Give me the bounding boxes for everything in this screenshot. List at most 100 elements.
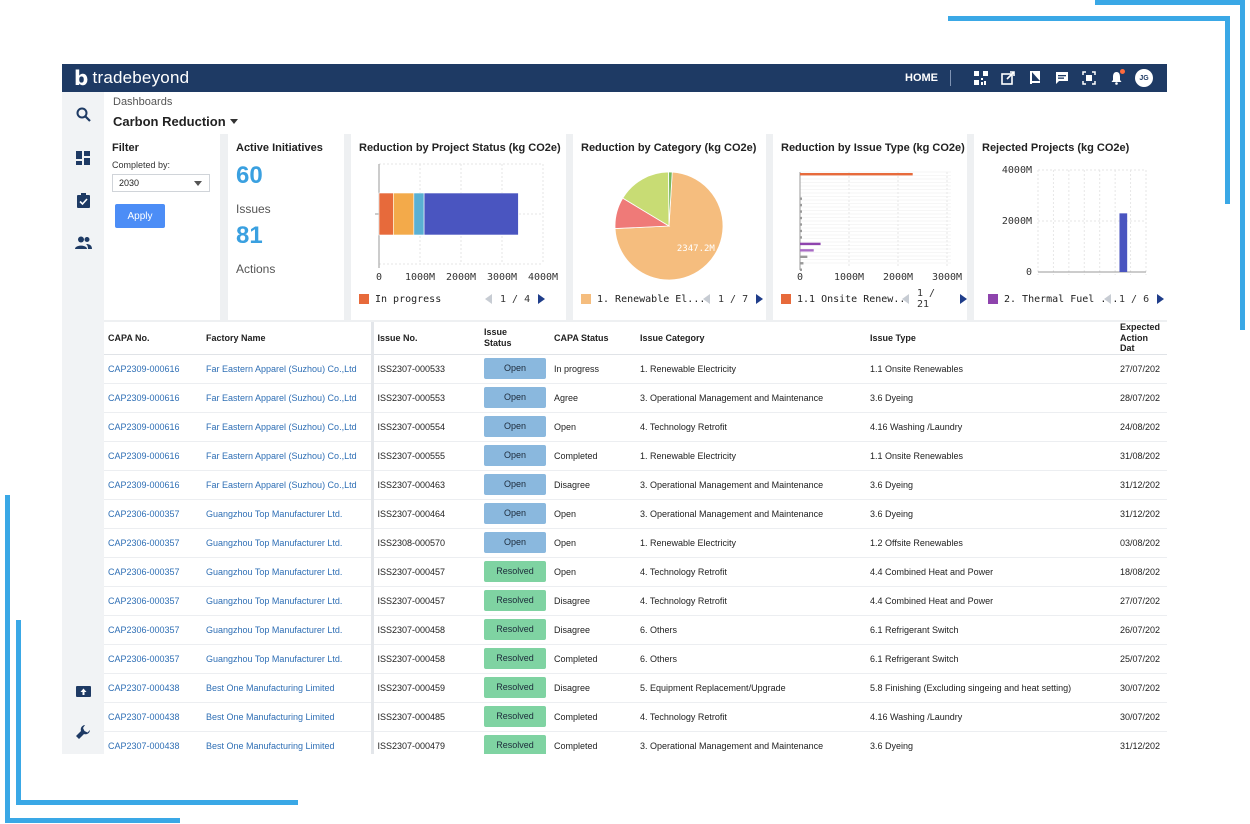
pie-slice[interactable] [668, 171, 673, 227]
chart-legend[interactable]: In progress [359, 292, 441, 306]
capa-no-link[interactable]: CAP2306-000357 [104, 615, 202, 645]
prev-page-icon[interactable] [902, 294, 909, 304]
bar[interactable] [800, 236, 802, 239]
next-page-icon[interactable] [756, 294, 764, 304]
bar-segment[interactable] [423, 192, 519, 236]
factory-link[interactable]: Far Eastern Apparel (Suzhou) Co.,Ltd [202, 470, 374, 500]
breadcrumb[interactable]: Dashboards [113, 96, 173, 108]
bell-icon[interactable] [1107, 69, 1125, 87]
table-row[interactable]: CAP2309-000616 Far Eastern Apparel (Suzho… [104, 354, 1167, 384]
bar[interactable] [800, 268, 802, 271]
factory-link[interactable]: Best One Manufacturing Limited [202, 702, 374, 732]
capa-no-link[interactable]: CAP2307-000438 [104, 702, 202, 732]
capa-no-link[interactable]: CAP2307-000438 [104, 673, 202, 703]
table-row[interactable]: CAP2306-000357 Guangzhou Top Manufacturer… [104, 557, 1167, 587]
capa-no-link[interactable]: CAP2306-000357 [104, 644, 202, 674]
next-page-icon[interactable] [960, 294, 967, 304]
bar[interactable] [800, 242, 821, 246]
dashboard-selector[interactable]: Carbon Reduction [113, 114, 238, 129]
wrench-icon[interactable] [73, 722, 93, 742]
prev-page-icon[interactable] [485, 294, 492, 304]
factory-link[interactable]: Guangzhou Top Manufacturer Ltd. [202, 557, 374, 587]
col-header-expected-date[interactable]: Expected Action Dat [1116, 322, 1167, 355]
bar[interactable] [800, 229, 802, 233]
bar[interactable] [800, 210, 802, 213]
factory-link[interactable]: Best One Manufacturing Limited [202, 673, 374, 703]
table-row[interactable]: CAP2306-000357 Guangzhou Top Manufacturer… [104, 644, 1167, 674]
capa-no-link[interactable]: CAP2309-000616 [104, 441, 202, 471]
factory-link[interactable]: Guangzhou Top Manufacturer Ltd. [202, 615, 374, 645]
bar[interactable] [800, 216, 802, 220]
apply-button[interactable]: Apply [115, 204, 165, 228]
factory-link[interactable]: Guangzhou Top Manufacturer Ltd. [202, 644, 374, 674]
factory-link[interactable]: Best One Manufacturing Limited [202, 731, 374, 754]
bar[interactable] [800, 249, 814, 252]
col-header-capa-status[interactable]: CAPA Status [550, 322, 636, 355]
table-row[interactable]: CAP2309-000616 Far Eastern Apparel (Suzho… [104, 470, 1167, 500]
factory-link[interactable]: Far Eastern Apparel (Suzhou) Co.,Ltd [202, 441, 374, 471]
bar[interactable] [800, 203, 802, 207]
external-link-icon[interactable] [999, 69, 1017, 87]
users-icon[interactable] [73, 232, 93, 252]
bar-segment[interactable] [413, 192, 425, 236]
table-row[interactable]: CAP2306-000357 Guangzhou Top Manufacturer… [104, 586, 1167, 616]
chart-legend[interactable]: 1.1 Onsite Renew... [781, 292, 911, 306]
table-row[interactable]: CAP2307-000438 Best One Manufacturing Lim… [104, 702, 1167, 732]
chat-icon[interactable] [1053, 69, 1071, 87]
capa-no-link[interactable]: CAP2309-000616 [104, 470, 202, 500]
capa-no-link[interactable]: CAP2309-000616 [104, 354, 202, 384]
prev-page-icon[interactable] [1104, 294, 1111, 304]
bar[interactable] [800, 255, 808, 259]
upload-icon[interactable] [73, 680, 93, 700]
col-header-issue-no[interactable]: Issue No. [372, 322, 480, 355]
brand-logo[interactable]: b tradebeyond [74, 68, 189, 88]
table-row[interactable]: CAP2309-000616 Far Eastern Apparel (Suzho… [104, 383, 1167, 413]
search-icon[interactable] [73, 104, 93, 124]
factory-link[interactable]: Guangzhou Top Manufacturer Ltd. [202, 528, 374, 558]
factory-link[interactable]: Guangzhou Top Manufacturer Ltd. [202, 499, 374, 529]
col-header-issue-type[interactable]: Issue Type [866, 322, 1116, 355]
table-row[interactable]: CAP2307-000438 Best One Manufacturing Lim… [104, 731, 1167, 754]
col-header-factory[interactable]: Factory Name [202, 322, 374, 355]
capa-no-link[interactable]: CAP2306-000357 [104, 586, 202, 616]
next-page-icon[interactable] [538, 294, 546, 304]
bar[interactable] [800, 173, 913, 176]
factory-link[interactable]: Far Eastern Apparel (Suzhou) Co.,Ltd [202, 412, 374, 442]
col-header-capa-no[interactable]: CAPA No. [104, 322, 202, 355]
table-row[interactable]: CAP2307-000438 Best One Manufacturing Lim… [104, 673, 1167, 703]
clipboard-check-icon[interactable] [73, 190, 93, 210]
bar[interactable] [800, 223, 802, 226]
factory-link[interactable]: Far Eastern Apparel (Suzhou) Co.,Ltd [202, 383, 374, 413]
bar-segment[interactable] [378, 192, 394, 236]
table-row[interactable]: CAP2309-000616 Far Eastern Apparel (Suzho… [104, 441, 1167, 471]
dashboard-icon[interactable] [73, 148, 93, 168]
capa-no-link[interactable]: CAP2309-000616 [104, 383, 202, 413]
scan-icon[interactable] [1080, 69, 1098, 87]
factory-link[interactable]: Guangzhou Top Manufacturer Ltd. [202, 586, 374, 616]
chart-legend[interactable]: 2. Thermal Fuel ... [988, 292, 1118, 306]
table-row[interactable]: CAP2306-000357 Guangzhou Top Manufacturer… [104, 499, 1167, 529]
prev-page-icon[interactable] [703, 294, 710, 304]
book-icon[interactable] [1026, 69, 1044, 87]
table-row[interactable]: CAP2306-000357 Guangzhou Top Manufacturer… [104, 528, 1167, 558]
qr-code-icon[interactable] [972, 69, 990, 87]
completed-by-select[interactable]: 2030 [112, 174, 210, 192]
next-page-icon[interactable] [1157, 294, 1165, 304]
pie-slice[interactable] [622, 171, 670, 227]
factory-link[interactable]: Far Eastern Apparel (Suzhou) Co.,Ltd [202, 354, 374, 384]
bar[interactable] [1119, 213, 1128, 272]
table-row[interactable]: CAP2309-000616 Far Eastern Apparel (Suzho… [104, 412, 1167, 442]
capa-no-link[interactable]: CAP2309-000616 [104, 412, 202, 442]
col-header-issue-status[interactable]: Issue Status [480, 322, 550, 355]
col-header-issue-category[interactable]: Issue Category [636, 322, 866, 355]
bar[interactable] [800, 262, 804, 265]
bar-segment[interactable] [393, 192, 415, 236]
capa-no-link[interactable]: CAP2307-000438 [104, 731, 202, 754]
table-row[interactable]: CAP2306-000357 Guangzhou Top Manufacturer… [104, 615, 1167, 645]
capa-no-link[interactable]: CAP2306-000357 [104, 499, 202, 529]
chart-legend[interactable]: 1. Renewable El... [581, 292, 705, 306]
user-avatar[interactable]: JG [1135, 69, 1153, 87]
bar[interactable] [800, 197, 802, 200]
home-link[interactable]: HOME [905, 72, 938, 84]
capa-no-link[interactable]: CAP2306-000357 [104, 528, 202, 558]
